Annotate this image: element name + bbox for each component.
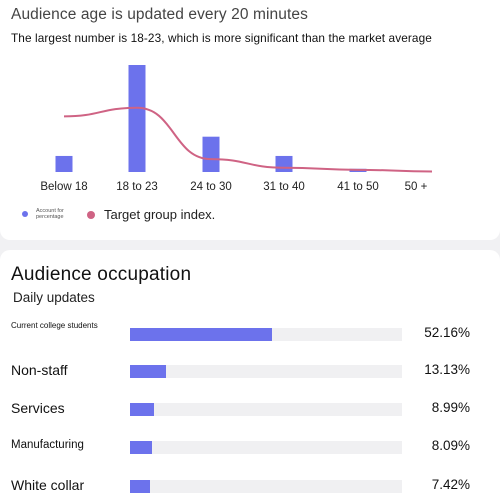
age-card-subtitle: The largest number is 18-23, which is mo… (11, 31, 432, 45)
x-tick-label: Below 18 (40, 181, 87, 193)
age-bar (202, 136, 220, 172)
occupation-value: 13.13% (424, 362, 470, 377)
occupation-bar-track (130, 441, 402, 454)
occupation-bar-track (130, 328, 402, 341)
occupation-row-non-staff: Non-staff 13.13% (0, 356, 500, 386)
occupation-bar-track (130, 480, 402, 493)
legend-line-swatch (87, 211, 95, 219)
occupation-bar-fill (130, 403, 155, 416)
age-card-title: Audience age is updated every 20 minutes (11, 6, 308, 23)
x-tick-label: 18 to 23 (116, 181, 158, 193)
x-tick-label: 24 to 30 (190, 181, 232, 193)
occupation-bar-fill (130, 480, 151, 493)
x-tick-label: 31 to 40 (263, 181, 305, 193)
occupation-label: White collar (11, 477, 85, 493)
age-distribution-chart: Below 18 18 to 23 24 to 30 31 to 40 41 to 50… (40, 65, 433, 193)
occupation-label: Non-staff (11, 362, 68, 378)
occupation-value: 8.99% (431, 400, 470, 415)
occupation-bar-fill (130, 328, 272, 341)
occupation-row-college-students: Current college students 52.16% (0, 319, 500, 349)
legend-line-label: Target group index. (104, 207, 216, 222)
occupation-bar-fill (130, 441, 152, 454)
target-index-line (63, 106, 433, 173)
age-bar (275, 155, 293, 172)
occupation-label: Services (11, 400, 65, 416)
occupation-bar-fill (130, 365, 166, 378)
x-tick-label: 50 + (405, 181, 428, 193)
occupation-value: 7.42% (431, 477, 470, 492)
occupation-row-services: Services 8.99% (0, 394, 500, 424)
legend-bar-label: Account for percentage (36, 208, 64, 220)
occupation-card-subtitle: Daily updates (13, 290, 95, 305)
age-bar (128, 65, 146, 172)
x-tick-label: 41 to 50 (337, 181, 379, 193)
occupation-value: 8.09% (431, 438, 470, 453)
occupation-bar-track (130, 403, 402, 416)
occupation-label: Current college students (11, 321, 98, 330)
occupation-bar-track (130, 365, 402, 378)
age-bar (55, 155, 73, 172)
audience-age-card: Audience age is updated every 20 minutes… (0, 0, 500, 240)
occupation-row-manufacturing: Manufacturing 8.09% (0, 432, 500, 462)
occupation-value: 52.16% (424, 325, 470, 340)
legend-bar-swatch (22, 211, 28, 217)
occupation-label: Manufacturing (11, 439, 84, 451)
occupation-row-white-collar: White collar 7.42% (0, 471, 500, 500)
occupation-card-title: Audience occupation (11, 264, 192, 285)
